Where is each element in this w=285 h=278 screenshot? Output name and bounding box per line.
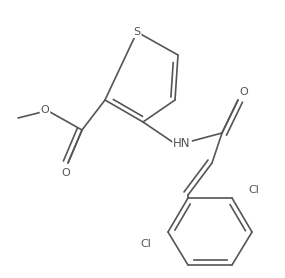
Text: HN: HN bbox=[173, 136, 191, 150]
Text: O: O bbox=[62, 168, 70, 178]
Text: S: S bbox=[133, 27, 141, 37]
Text: Cl: Cl bbox=[141, 239, 151, 249]
Text: O: O bbox=[41, 105, 49, 115]
Text: Cl: Cl bbox=[249, 185, 259, 195]
Text: O: O bbox=[240, 87, 248, 97]
